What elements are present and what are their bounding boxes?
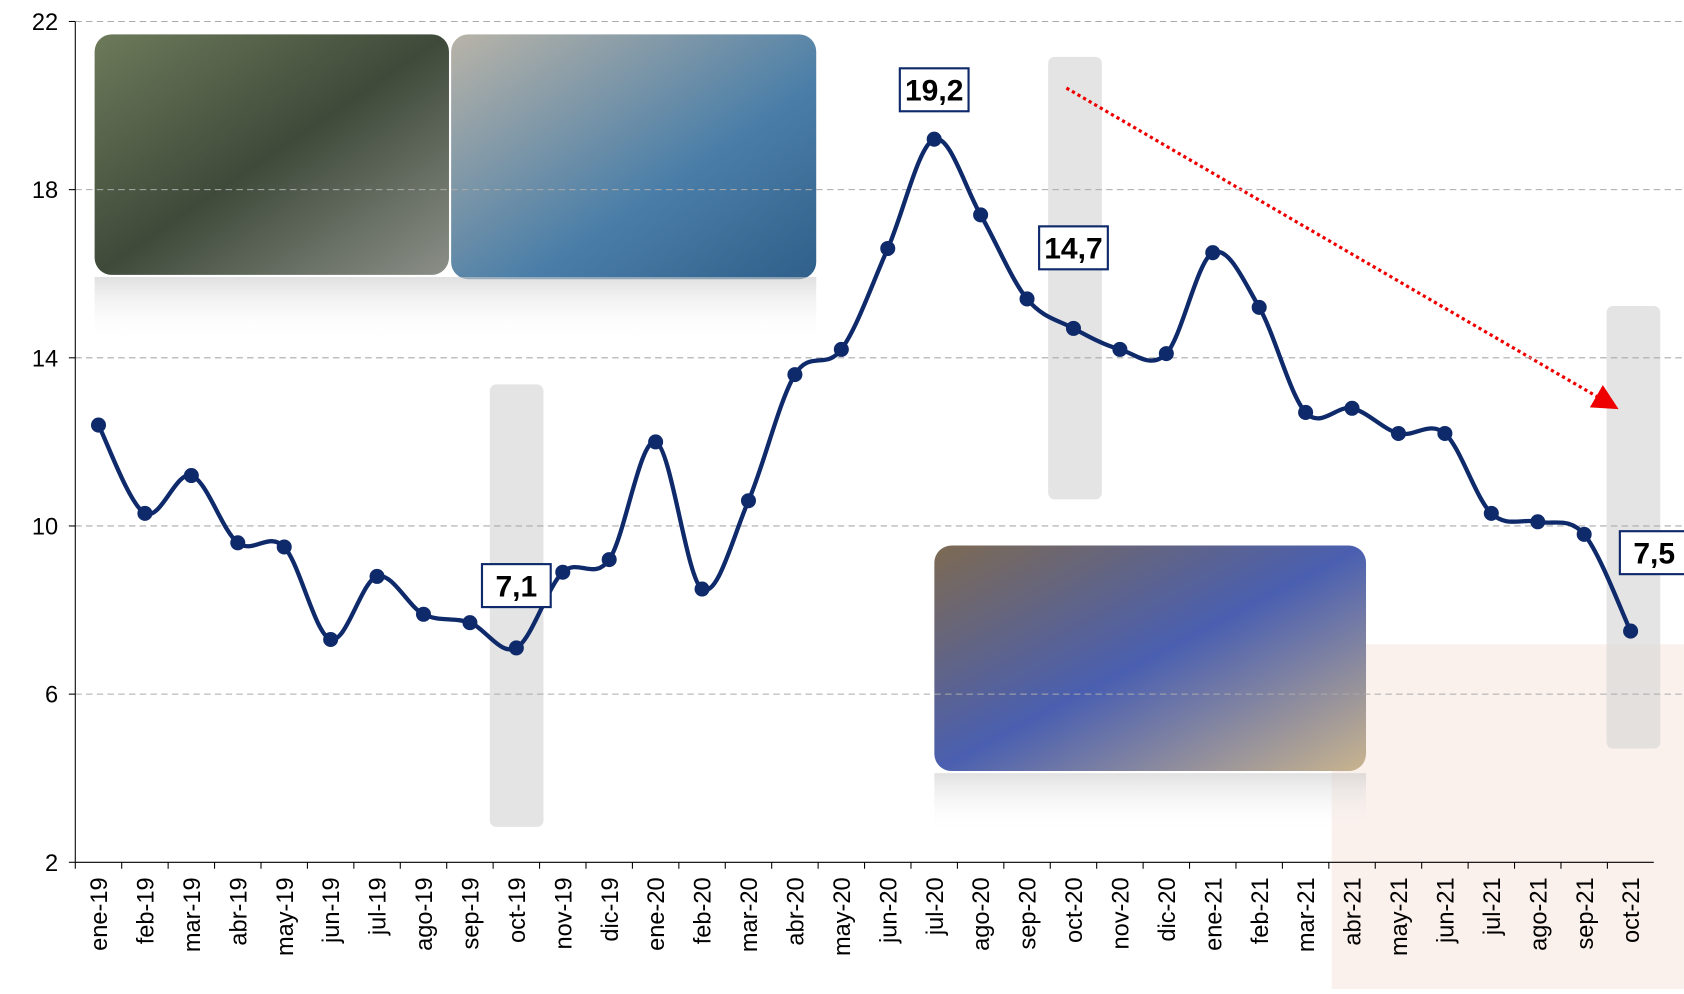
point bbox=[740, 493, 756, 509]
value-label-box bbox=[898, 67, 970, 113]
x-tick-label: ago-19 bbox=[412, 877, 438, 951]
value-label: 7,1 bbox=[495, 570, 537, 603]
point bbox=[833, 341, 849, 357]
x-tick-label: jun-20 bbox=[876, 877, 902, 944]
y-tick-label: 14 bbox=[32, 346, 58, 372]
point bbox=[1205, 245, 1221, 261]
value-label-box bbox=[1038, 225, 1109, 271]
x-tick-label: jun-21 bbox=[1433, 877, 1459, 944]
x-tick-label: sep-21 bbox=[1573, 877, 1599, 949]
x-tick-label: nov-19 bbox=[551, 877, 577, 949]
x-tick-label: jun-19 bbox=[319, 877, 345, 944]
point bbox=[601, 552, 617, 568]
point bbox=[1065, 320, 1081, 336]
point bbox=[137, 505, 153, 521]
value-label-box bbox=[480, 563, 552, 609]
x-tick-label: mar-21 bbox=[1294, 877, 1320, 952]
value-label: 14,7 bbox=[1044, 233, 1102, 266]
point bbox=[1251, 299, 1267, 315]
y-tick-label: 22 bbox=[32, 10, 58, 36]
point bbox=[1390, 425, 1406, 441]
x-tick-label: mar-19 bbox=[180, 877, 206, 952]
x-tick-label: feb-21 bbox=[1248, 877, 1274, 944]
point bbox=[1298, 404, 1314, 420]
point bbox=[1437, 425, 1453, 441]
x-tick-label: abr-20 bbox=[783, 877, 809, 945]
point bbox=[508, 640, 524, 656]
y-tick-label: 2 bbox=[45, 851, 58, 877]
x-tick-label: sep-20 bbox=[1016, 877, 1042, 949]
point bbox=[1344, 400, 1360, 416]
point bbox=[230, 535, 246, 551]
y-tick-label: 6 bbox=[45, 683, 58, 709]
x-tick-label: sep-19 bbox=[459, 877, 485, 949]
point bbox=[880, 240, 896, 257]
point bbox=[787, 367, 803, 383]
point bbox=[973, 207, 989, 223]
point bbox=[90, 417, 107, 433]
x-tick-label: oct-21 bbox=[1619, 877, 1645, 943]
x-tick-label: abr-21 bbox=[1341, 877, 1367, 945]
point bbox=[276, 539, 292, 555]
x-tick-label: nov-20 bbox=[1108, 877, 1134, 949]
value-label: 7,5 bbox=[1633, 537, 1675, 570]
point bbox=[648, 434, 664, 450]
value-label-box bbox=[1618, 530, 1684, 576]
x-tick-label: jul-19 bbox=[366, 877, 392, 936]
x-tick-label: jul-20 bbox=[923, 877, 949, 936]
point bbox=[694, 581, 710, 597]
point bbox=[323, 631, 339, 647]
x-tick-label: mar-20 bbox=[737, 877, 763, 952]
x-tick-label: feb-19 bbox=[134, 877, 160, 944]
point bbox=[1019, 291, 1035, 307]
x-tick-label: may-20 bbox=[830, 877, 856, 956]
x-tick-label: abr-19 bbox=[226, 877, 252, 945]
point bbox=[1158, 346, 1174, 362]
x-tick-label: dic-20 bbox=[1155, 877, 1181, 941]
y-tick-label: 18 bbox=[32, 178, 58, 204]
x-tick-label: oct-20 bbox=[1062, 877, 1088, 943]
point bbox=[462, 615, 478, 631]
point bbox=[1530, 514, 1546, 530]
point bbox=[415, 606, 432, 622]
point bbox=[1623, 623, 1639, 639]
point bbox=[555, 564, 571, 580]
x-tick-label: ene-21 bbox=[1201, 877, 1227, 951]
point bbox=[1483, 505, 1499, 521]
x-tick-label: oct-19 bbox=[505, 877, 531, 943]
point bbox=[183, 467, 199, 484]
point bbox=[369, 568, 385, 584]
decoration bbox=[94, 34, 1684, 989]
point bbox=[1576, 526, 1592, 542]
x-tick-label: ago-20 bbox=[969, 877, 995, 951]
value-label: 19,2 bbox=[905, 75, 963, 108]
point bbox=[1112, 341, 1128, 357]
x-tick-label: ene-20 bbox=[644, 877, 670, 951]
x-tick-label: dic-19 bbox=[598, 877, 624, 941]
x-tick-label: may-21 bbox=[1387, 877, 1413, 956]
x-tick-label: feb-20 bbox=[691, 877, 717, 944]
x-tick-label: jul-21 bbox=[1480, 877, 1506, 936]
x-tick-label: ene-19 bbox=[87, 877, 113, 951]
y-tick-label: 10 bbox=[32, 515, 58, 541]
x-tick-label: ago-21 bbox=[1526, 877, 1552, 951]
point bbox=[926, 131, 942, 147]
x-tick-label: may-19 bbox=[273, 877, 299, 956]
